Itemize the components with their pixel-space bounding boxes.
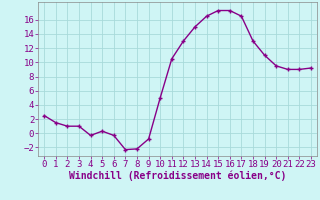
- X-axis label: Windchill (Refroidissement éolien,°C): Windchill (Refroidissement éolien,°C): [69, 171, 286, 181]
